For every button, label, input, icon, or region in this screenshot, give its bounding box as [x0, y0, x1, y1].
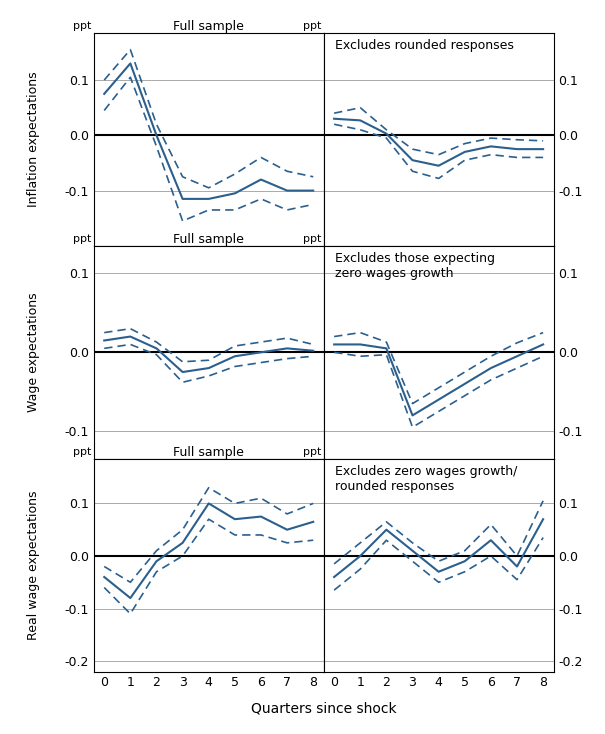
Text: Inflation expectations: Inflation expectations [27, 72, 40, 207]
Text: ppt: ppt [73, 446, 91, 457]
Text: Excludes zero wages growth/
rounded responses: Excludes zero wages growth/ rounded resp… [335, 465, 517, 493]
Text: Wage expectations: Wage expectations [27, 293, 40, 412]
Text: Excludes rounded responses: Excludes rounded responses [335, 40, 514, 52]
Text: ppt: ppt [303, 233, 321, 244]
Text: Excludes those expecting
zero wages growth: Excludes those expecting zero wages grow… [335, 252, 495, 280]
Text: ppt: ppt [303, 446, 321, 457]
Title: Full sample: Full sample [173, 233, 244, 246]
Text: Real wage expectations: Real wage expectations [27, 490, 40, 640]
Title: Full sample: Full sample [173, 446, 244, 459]
Text: ppt: ppt [73, 233, 91, 244]
Text: Quarters since shock: Quarters since shock [251, 702, 396, 716]
Title: Full sample: Full sample [173, 20, 244, 33]
Text: ppt: ppt [73, 21, 91, 31]
Text: ppt: ppt [303, 21, 321, 31]
